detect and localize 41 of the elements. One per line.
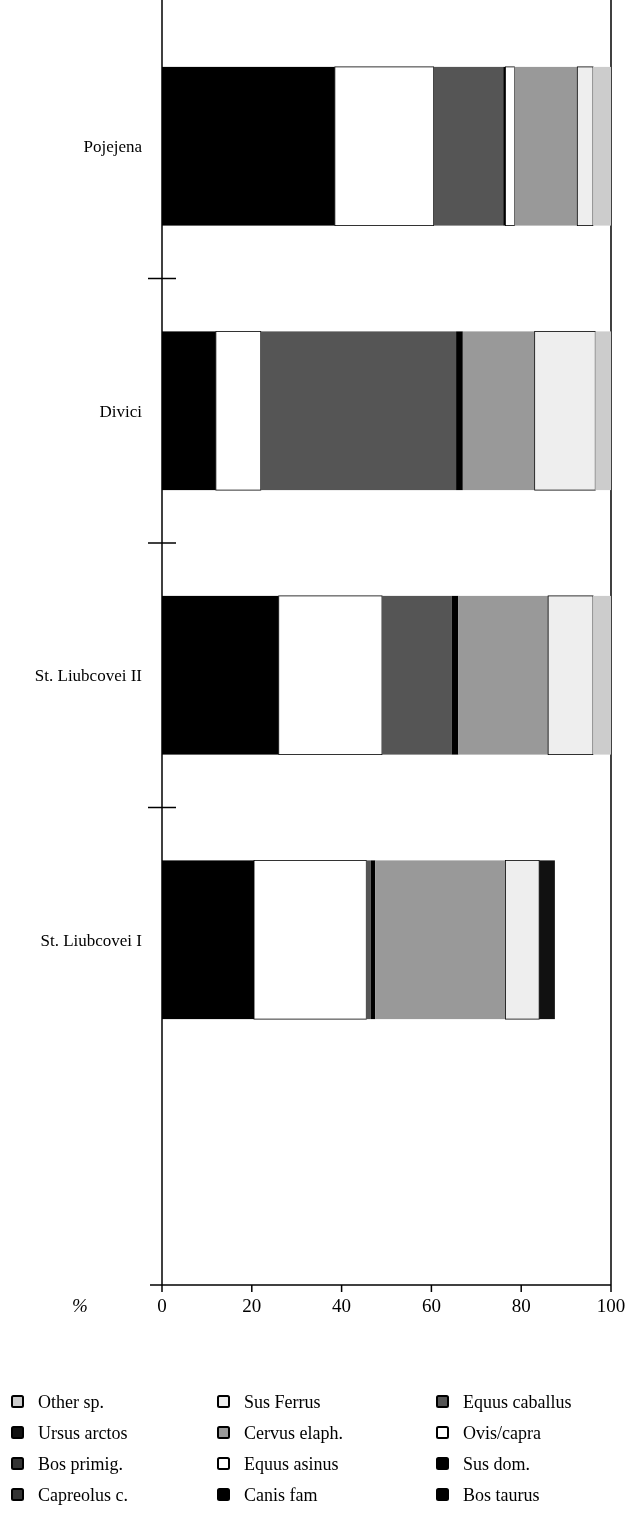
x-tick-label: 60: [421, 1295, 441, 1316]
legend-label: Other sp.: [38, 1392, 104, 1412]
bar: [593, 66, 611, 226]
bar: [375, 860, 506, 1020]
legend-label: Equus asinus: [244, 1454, 339, 1474]
bar: [382, 595, 452, 755]
legend-label: Equus caballus: [463, 1392, 572, 1412]
bar: [514, 66, 578, 226]
legend-label: Bos taurus: [463, 1485, 540, 1505]
bar: [534, 331, 596, 491]
legend-label: Ursus arctos: [38, 1423, 128, 1443]
x-tick-label: 80: [511, 1295, 531, 1316]
bar: [462, 331, 535, 491]
x-tick-label: 100: [596, 1295, 626, 1316]
x-tick-label: 40: [332, 1295, 352, 1316]
bar: [505, 66, 515, 226]
bar: [539, 860, 555, 1020]
legend-label: Sus Ferrus: [244, 1392, 321, 1412]
bar: [593, 595, 611, 755]
bar: [366, 860, 371, 1020]
bar: [576, 66, 594, 226]
y-tick-label: St. Liubcovei I: [40, 930, 143, 950]
bar: [595, 331, 611, 491]
legend-label: Capreolus c.: [38, 1485, 128, 1505]
x-tick-label: 0: [157, 1295, 167, 1316]
bar: [433, 66, 504, 226]
y-tick-label: St. Liubcovei II: [34, 666, 143, 686]
bar: [458, 595, 549, 755]
bar: [260, 331, 457, 491]
y-tick-label: Divici: [99, 401, 143, 421]
legend-label: Ovis/capra: [463, 1423, 541, 1443]
bar: [456, 331, 463, 491]
bar: [505, 860, 540, 1020]
x-axis-title: %: [72, 1295, 88, 1316]
legend-label: Cervus elaph.: [244, 1423, 343, 1443]
legend-label: Canis fam: [244, 1485, 318, 1505]
legend-label: Bos primig.: [38, 1454, 124, 1474]
x-tick-label: 20: [242, 1295, 262, 1316]
legend-label: Sus dom.: [463, 1454, 531, 1474]
bar: [547, 595, 594, 755]
y-tick-label: Pojejena: [83, 137, 143, 157]
